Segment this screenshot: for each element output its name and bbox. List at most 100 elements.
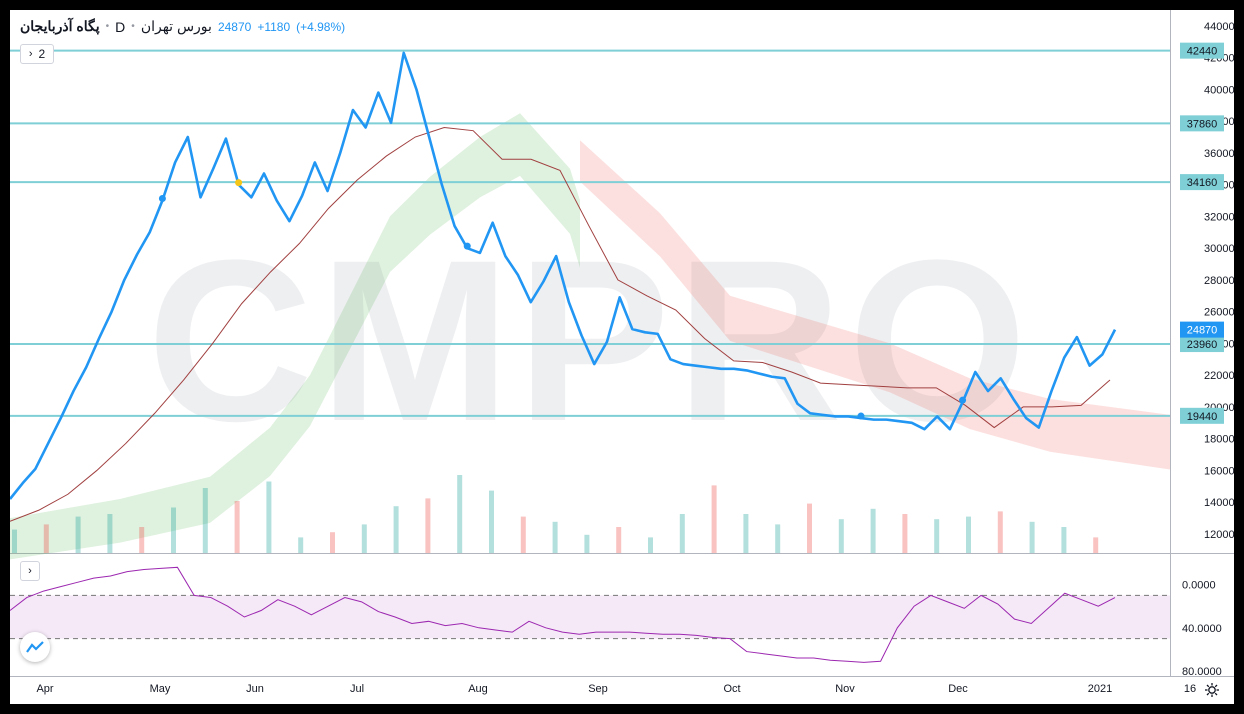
- price-series-line: [10, 51, 1117, 500]
- level-price-badge: [1180, 174, 1224, 191]
- volume-bar: [139, 527, 145, 553]
- price-tick-label: 30000: [1204, 243, 1234, 255]
- volume-bar: [902, 514, 908, 553]
- volume-bar: [1029, 521, 1035, 553]
- rsi-band-fill: [10, 595, 1170, 639]
- volume-bar: [425, 498, 431, 553]
- volume-bar: [679, 514, 685, 553]
- volume-bar: [838, 519, 844, 553]
- volume-bar: [616, 527, 622, 553]
- settings-gear-icon[interactable]: [1204, 682, 1220, 698]
- volume-bar: [934, 519, 940, 553]
- volume-bar: [966, 516, 971, 553]
- volume-bar: [1061, 527, 1067, 553]
- signal-marker-dot: [158, 195, 166, 203]
- price-tick-label: 16000: [1204, 465, 1234, 477]
- symbol-name[interactable]: پگاه آذربایجان: [20, 18, 100, 34]
- volume-bar: [171, 507, 176, 553]
- exchange-label: بورس تهران: [140, 18, 212, 34]
- watermark-text: CMPRO: [147, 212, 1033, 469]
- price-chart[interactable]: CMPRO12000140001600018000200002200024000…: [10, 10, 1234, 704]
- signal-marker-dot: [959, 396, 967, 404]
- volume-bar: [584, 534, 590, 553]
- last-price-badge: [1180, 321, 1224, 338]
- volume-bar: [75, 516, 81, 553]
- price-tick-label: 22000: [1204, 370, 1234, 382]
- volume-bar: [266, 481, 272, 553]
- rsi-pane-toggle-button[interactable]: ›: [20, 561, 40, 581]
- last-price-label: 24870: [1187, 325, 1218, 337]
- volume-bar: [361, 524, 367, 553]
- time-tick-label: Jul: [350, 683, 364, 695]
- level-price-badge: [1180, 336, 1224, 353]
- price-tick-label: 40000: [1204, 84, 1234, 96]
- level-price-label: 37860: [1187, 118, 1218, 130]
- level-price-label: 19440: [1187, 411, 1218, 423]
- price-tick-label: 28000: [1204, 275, 1234, 287]
- time-tick-label: Apr: [36, 683, 53, 695]
- price-change-pct: (+4.98%): [296, 19, 346, 34]
- signal-marker-dot: [463, 242, 471, 250]
- volume-bar: [107, 514, 113, 553]
- level-price-badge: [1180, 407, 1224, 424]
- header-dot: •: [105, 21, 110, 32]
- volume-bar: [393, 506, 399, 553]
- price-tick-label: 36000: [1204, 148, 1234, 160]
- time-tick-label: May: [150, 683, 171, 695]
- level-price-label: 42440: [1187, 46, 1218, 58]
- price-tick-label: 32000: [1204, 211, 1234, 223]
- level-price-badge: [1180, 115, 1224, 132]
- time-tick-label: Nov: [835, 683, 855, 695]
- volume-bar: [12, 529, 17, 553]
- symbol-header: پگاه آذربایجان • D • بورس تهران 24870 +1…: [20, 18, 345, 35]
- time-tick-label: Sep: [588, 683, 608, 695]
- time-tick-label: Oct: [723, 683, 740, 695]
- indicators-collapse-button[interactable]: › 2: [20, 44, 54, 64]
- price-change-value: +1180: [257, 19, 291, 34]
- baseline-series-line: [10, 126, 1111, 522]
- time-tick-label: 2021: [1088, 683, 1112, 695]
- rsi-line: [10, 566, 1116, 663]
- volume-bar: [997, 511, 1003, 553]
- time-tick-label: 16: [1184, 683, 1196, 695]
- volume-bar: [775, 524, 781, 553]
- volume-bar: [202, 488, 208, 553]
- price-tick-label: 14000: [1204, 497, 1234, 509]
- volume-bar: [711, 485, 717, 553]
- tradingview-logo-icon[interactable]: [20, 632, 50, 662]
- volume-bar: [807, 503, 812, 553]
- rsi-tick-label: 0.0000: [1182, 580, 1216, 592]
- volume-bar: [1093, 537, 1099, 553]
- level-price-label: 23960: [1187, 339, 1218, 351]
- time-tick-label: Aug: [468, 683, 488, 695]
- price-tick-label: 18000: [1204, 434, 1234, 446]
- chevron-right-icon: ›: [28, 48, 33, 60]
- price-tick-label: 26000: [1204, 307, 1234, 319]
- ichimoku-cloud-bullish: [10, 113, 580, 560]
- volume-bar: [457, 475, 463, 553]
- volume-bar: [648, 537, 653, 553]
- last-price-value: 24870: [217, 19, 252, 34]
- volume-bar: [43, 524, 49, 553]
- chart-frame: CMPRO12000140001600018000200002200024000…: [10, 10, 1234, 704]
- signal-marker-dot: [235, 179, 243, 187]
- level-price-badge: [1180, 42, 1224, 59]
- signal-marker-dot: [857, 412, 865, 420]
- indicators-count: 2: [38, 47, 46, 61]
- volume-bar: [234, 501, 240, 553]
- price-tick-label: 12000: [1204, 529, 1234, 541]
- level-price-label: 34160: [1187, 177, 1218, 189]
- volume-bar: [489, 490, 494, 553]
- ichimoku-cloud-bearish: [580, 140, 1170, 470]
- time-tick-label: Dec: [948, 683, 968, 695]
- volume-bar: [743, 514, 749, 553]
- volume-bar: [520, 516, 526, 553]
- chevron-right-icon: ›: [28, 565, 32, 577]
- volume-bar: [552, 521, 558, 553]
- volume-bar: [330, 532, 335, 553]
- volume-bar: [298, 537, 304, 553]
- rsi-tick-label: 40.0000: [1182, 623, 1222, 635]
- price-tick-label: 44000: [1204, 21, 1234, 33]
- interval-label[interactable]: D: [115, 18, 126, 35]
- time-tick-label: Jun: [246, 683, 264, 695]
